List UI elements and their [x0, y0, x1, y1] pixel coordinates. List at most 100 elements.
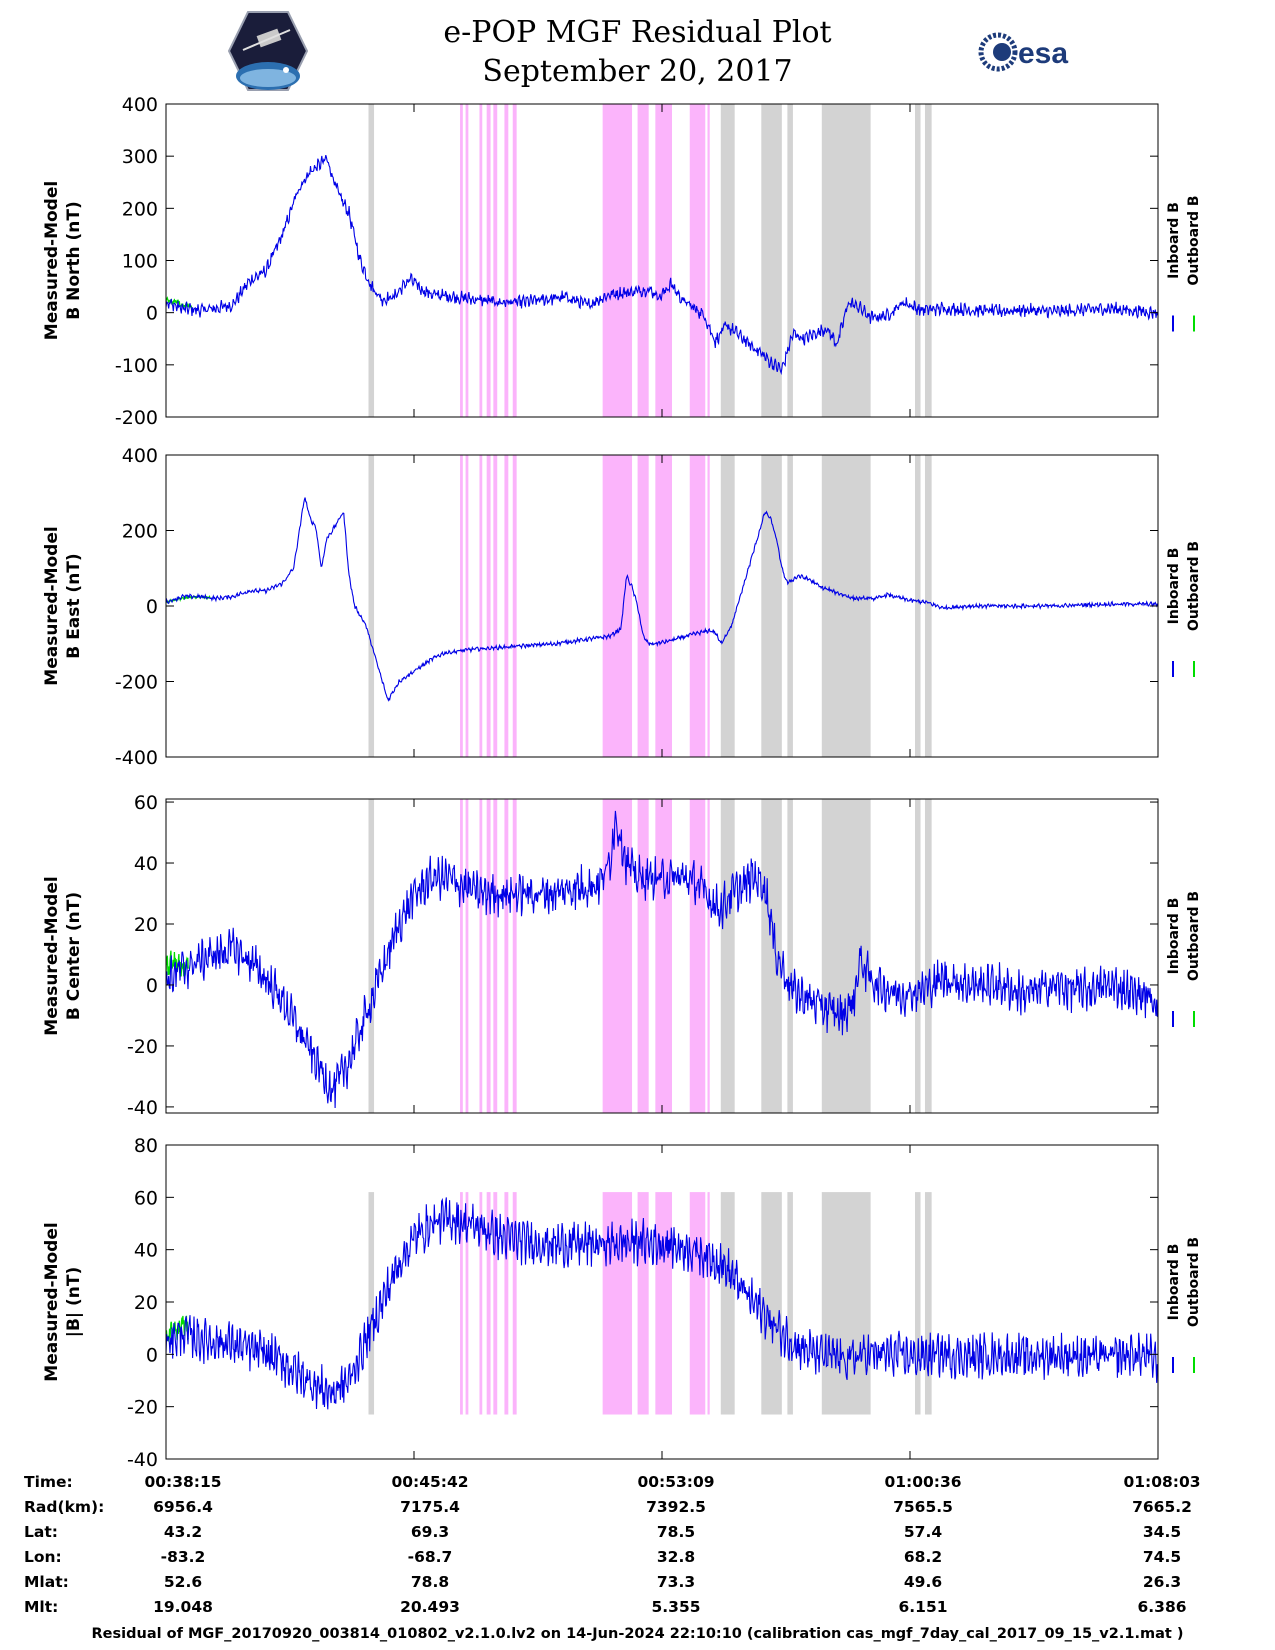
ephemeris-value: 69.3 — [410, 1523, 450, 1541]
pink-band — [637, 799, 649, 1113]
inboard-series-line — [166, 810, 1158, 1109]
y-tick-label: -400 — [115, 747, 158, 769]
pink-band — [493, 104, 498, 417]
legend-entry: Outboard B — [1186, 541, 1202, 631]
gray-band — [787, 799, 793, 1113]
ephemeris-value: 49.6 — [903, 1573, 943, 1591]
esa-logo-text: esa — [1018, 37, 1068, 70]
pink-band — [689, 455, 706, 757]
ephemeris-row-label: Mlat: — [24, 1573, 69, 1591]
ephemeris-value: 5.355 — [651, 1598, 701, 1616]
gray-band — [924, 1192, 932, 1415]
legend-entry: Inboard B — [1166, 898, 1182, 975]
gray-band — [787, 455, 793, 757]
y-tick-label: 20 — [134, 914, 158, 936]
y-tick-label: 40 — [134, 853, 158, 875]
ephemeris-value: 19.048 — [153, 1598, 213, 1616]
pink-band — [465, 455, 469, 757]
y-tick-label: -200 — [115, 407, 158, 429]
gray-band — [787, 104, 793, 417]
gray-band — [821, 1192, 871, 1415]
pink-band — [655, 104, 672, 417]
ephemeris-value: 6.386 — [1137, 1598, 1187, 1616]
gray-band — [914, 799, 921, 1113]
inboard-series-line — [166, 1197, 1158, 1410]
pink-band — [655, 455, 672, 757]
pink-band — [512, 104, 517, 417]
pink-band — [465, 104, 469, 417]
gray-band — [720, 799, 735, 1113]
ephemeris-row-label: Mlt: — [24, 1598, 59, 1616]
y-tick-label: 400 — [122, 94, 158, 116]
pink-band — [486, 455, 491, 757]
ephemeris-value: 78.8 — [410, 1573, 450, 1591]
y-tick-label: -40 — [127, 1449, 158, 1471]
gray-band — [787, 1192, 793, 1415]
gray-band — [368, 799, 375, 1113]
pink-band — [512, 799, 517, 1113]
panel-4: -40 -20 0 20 40 60 80 Measured-Model |B| (nT) Inb… — [42, 1135, 1202, 1471]
inboard-series-line — [166, 154, 1158, 376]
pink-band — [707, 455, 710, 757]
gray-band — [914, 1192, 921, 1415]
pink-band — [504, 799, 509, 1113]
ephemeris-value: 01:00:36 — [884, 1473, 962, 1491]
pink-band — [602, 799, 633, 1113]
cassiope-logo-icon — [228, 11, 308, 91]
ephemeris-value: 26.3 — [1142, 1573, 1182, 1591]
gray-band — [761, 104, 782, 417]
ephemeris-value: 7175.4 — [400, 1498, 460, 1516]
y-axis-label: Measured-Model |B| (nT) — [42, 1222, 84, 1381]
pink-band — [689, 799, 706, 1113]
esa-logo-icon: esa — [978, 32, 1068, 72]
y-tick-label: -200 — [115, 672, 158, 694]
chart-title: e-POP MGF Residual Plot — [443, 15, 832, 50]
legend-labels: Inboard B Outboard B — [1166, 195, 1202, 285]
pink-band — [460, 799, 463, 1113]
gray-band — [914, 455, 921, 757]
y-tick-label: -100 — [115, 355, 158, 377]
pink-band — [486, 104, 491, 417]
legend-labels: Inboard B Outboard B — [1166, 541, 1202, 631]
y-axis-label: Measured-Model B North (nT) — [42, 181, 84, 340]
gray-band — [368, 455, 375, 757]
gray-band — [821, 104, 871, 417]
ephemeris-value: 32.8 — [656, 1548, 696, 1566]
pink-band — [479, 1192, 483, 1415]
y-tick-label: 400 — [122, 445, 158, 467]
pink-band — [504, 104, 509, 417]
y-tick-label: 60 — [134, 792, 158, 814]
y-axis-label: Measured-Model B Center (nT) — [42, 876, 84, 1035]
pink-band — [460, 1192, 463, 1415]
pink-band — [479, 455, 483, 757]
gray-band — [761, 1192, 782, 1415]
gray-band — [720, 455, 735, 757]
legend-entry: Outboard B — [1186, 1237, 1202, 1327]
y-tick-label: 80 — [134, 1135, 158, 1157]
chart-subtitle-date: September 20, 2017 — [482, 54, 793, 89]
y-tick-label: 300 — [122, 146, 158, 168]
ephemeris-row-label: Lat: — [24, 1523, 58, 1541]
legend-entry: Outboard B — [1186, 891, 1202, 981]
ephemeris-value: 7565.5 — [893, 1498, 953, 1516]
gray-band — [368, 104, 375, 417]
pink-band — [602, 104, 633, 417]
pink-band — [707, 799, 710, 1113]
pink-band — [707, 104, 710, 417]
legend-entry: Inboard B — [1166, 548, 1182, 625]
ephemeris-value: 78.5 — [656, 1523, 696, 1541]
pink-band — [493, 799, 498, 1113]
y-tick-label: 200 — [122, 198, 158, 220]
ephemeris-value: 34.5 — [1142, 1523, 1182, 1541]
pink-band — [512, 1192, 517, 1415]
pink-band — [655, 1192, 672, 1415]
y-tick-label: 20 — [134, 1292, 158, 1314]
pink-band — [707, 1192, 710, 1415]
pink-band — [637, 455, 649, 757]
pink-band — [689, 1192, 706, 1415]
legend-entry: Inboard B — [1166, 1244, 1182, 1321]
gray-band — [720, 1192, 735, 1415]
legend-labels: Inboard B Outboard B — [1166, 891, 1202, 981]
ephemeris-value: 00:38:15 — [144, 1473, 222, 1491]
